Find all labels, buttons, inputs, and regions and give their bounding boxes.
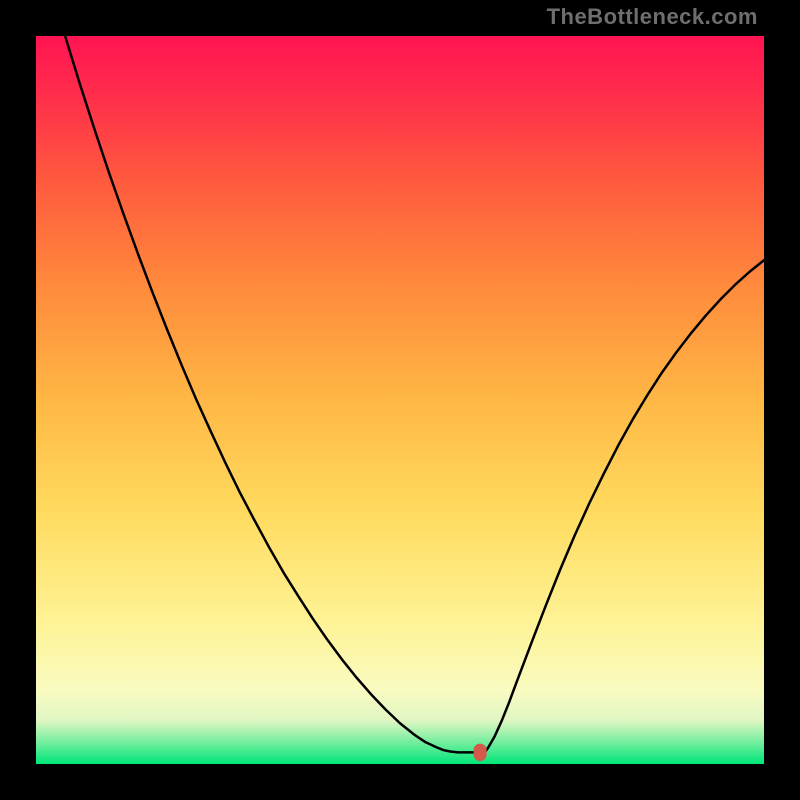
plot-area	[36, 36, 764, 764]
watermark-text: TheBottleneck.com	[547, 4, 758, 30]
valley-marker	[474, 744, 487, 761]
figure: TheBottleneck.com	[0, 0, 800, 800]
gradient-background	[36, 36, 764, 764]
